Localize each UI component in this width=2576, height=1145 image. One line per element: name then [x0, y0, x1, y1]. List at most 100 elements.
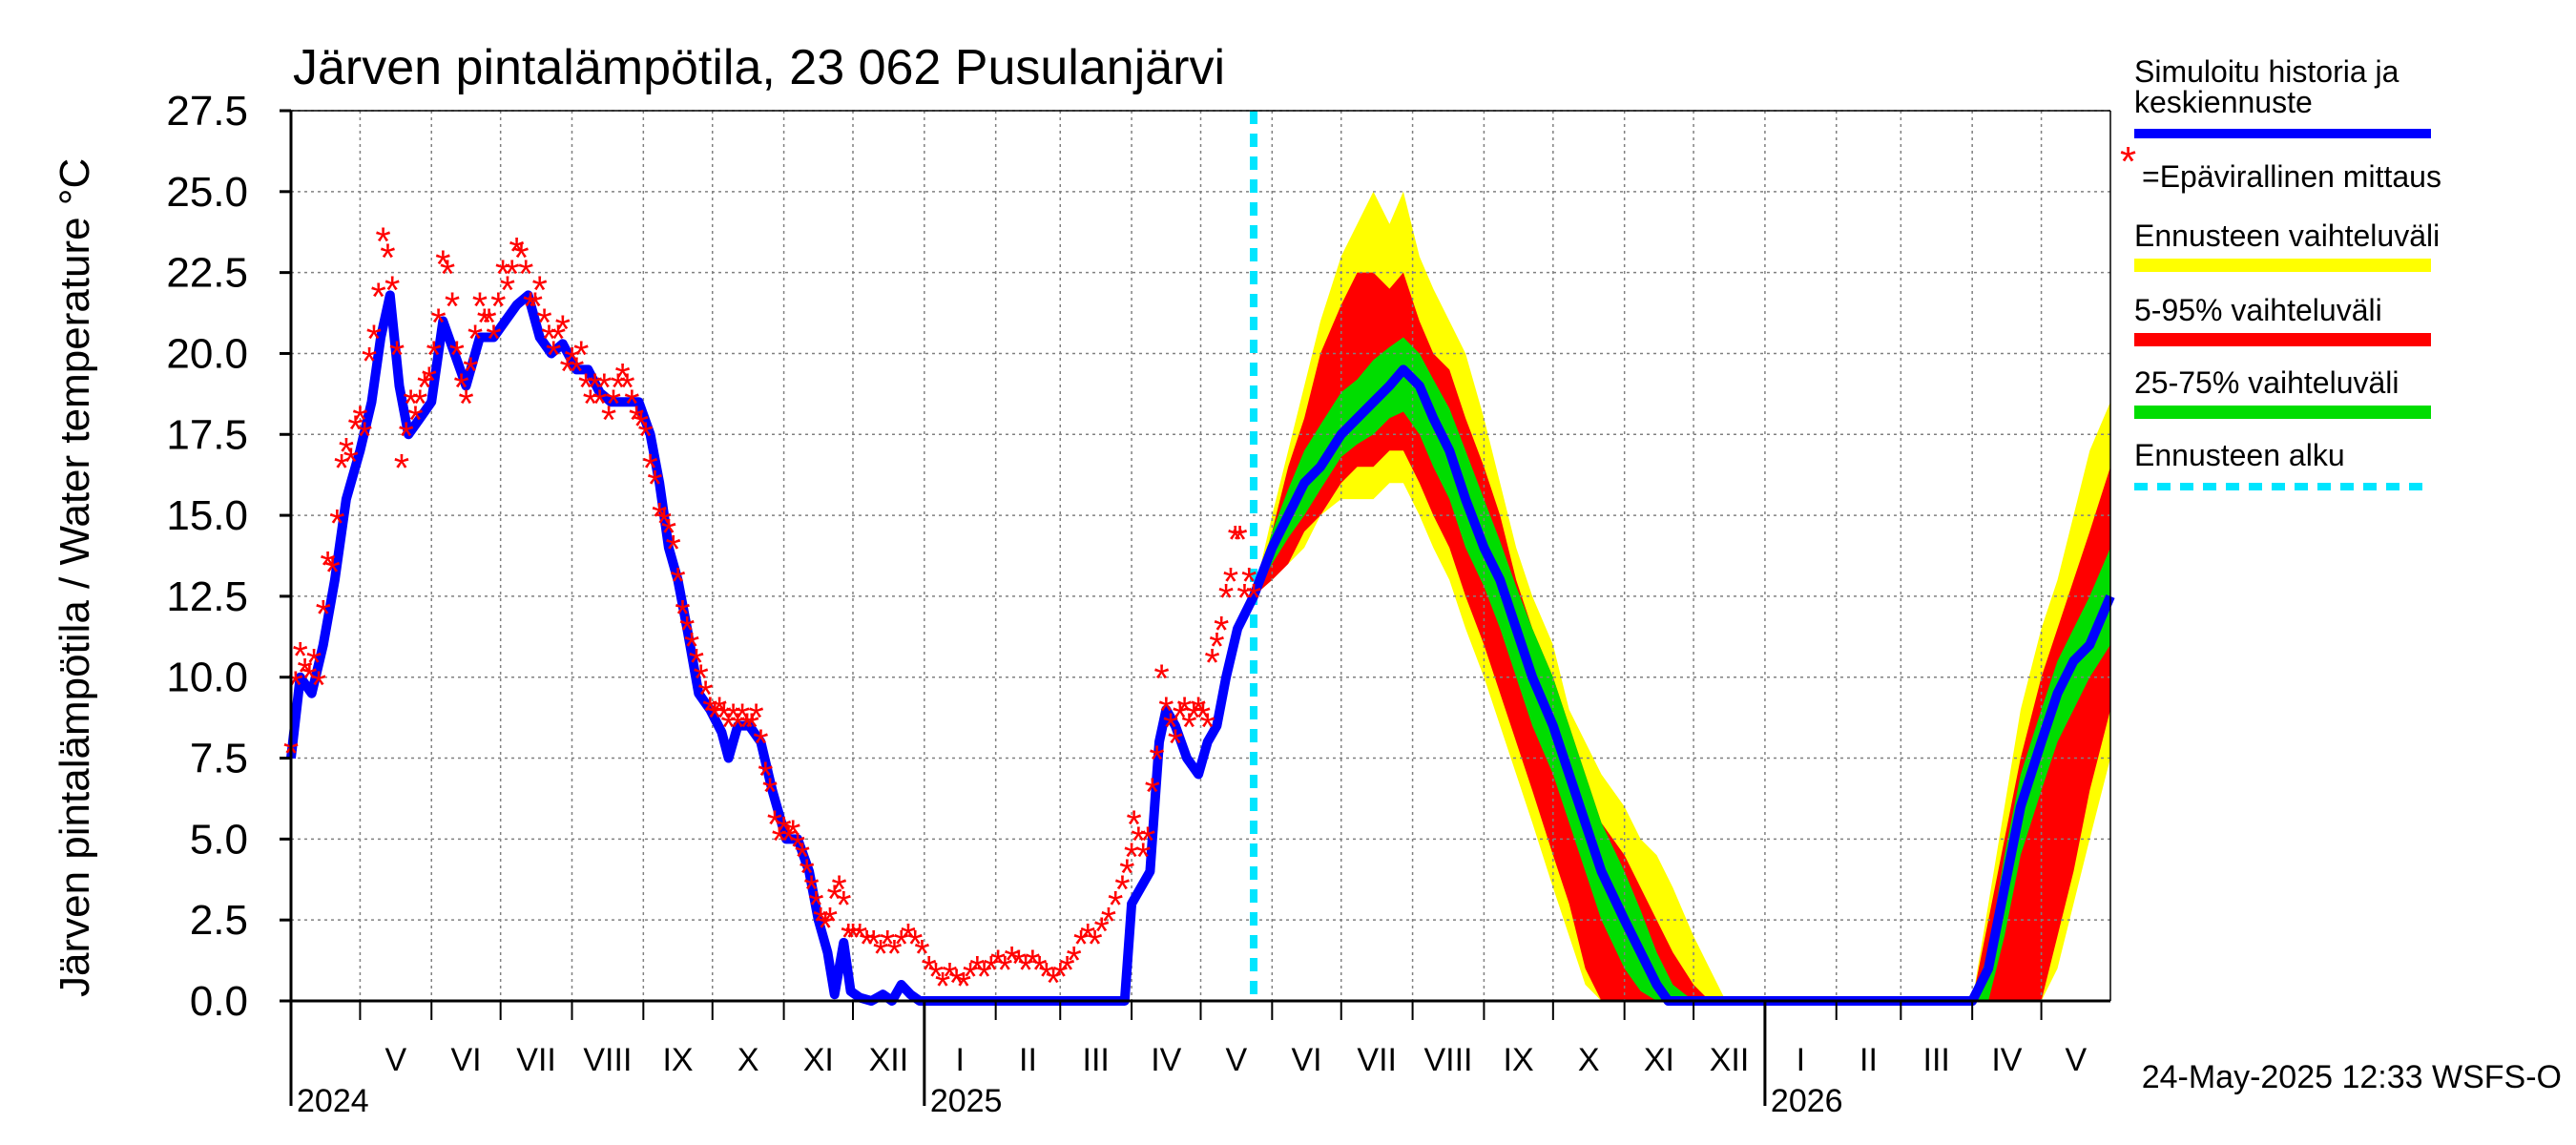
measurement-point: * [1223, 559, 1238, 604]
measurement-point: * [675, 592, 690, 636]
measurement-point: * [1246, 575, 1261, 620]
y-tick-label: 20.0 [166, 330, 248, 377]
measurement-point: * [739, 705, 755, 750]
measurement-point: * [1145, 770, 1160, 815]
year-label: 2024 [297, 1083, 369, 1119]
measurement-point: * [942, 954, 957, 999]
measurement-point: * [583, 381, 598, 426]
measurement-point: * [652, 494, 667, 539]
legend: Simuloitu historia ja keskiennuste * =Ep… [2120, 54, 2441, 490]
axes [280, 109, 2111, 1106]
measurement-point: * [606, 381, 621, 426]
measurement-point: * [866, 922, 882, 967]
month-label: II [1019, 1042, 1037, 1078]
measurement-point: * [399, 413, 414, 458]
measurement-point: * [813, 899, 828, 944]
history-forecast-line [286, 290, 2115, 1006]
measurement-point: * [324, 550, 340, 594]
y-tick-label: 25.0 [166, 169, 248, 216]
legend-range-full-label: Ennusteen vaihteluväli [2134, 219, 2440, 253]
y-tick-label: 12.5 [166, 573, 248, 620]
measurement-point: * [969, 947, 985, 992]
axis-tick-labels: 0.0 2.5 5.0 7.5 10.0 12.5 15.0 17.5 20.0 22.5 25.0… [166, 88, 2087, 1119]
measurement-point: * [1209, 624, 1224, 669]
measurement-point: * [1214, 608, 1229, 653]
month-label: VI [450, 1042, 481, 1078]
measurement-point: * [578, 364, 593, 409]
measurement-point: * [486, 317, 501, 362]
measurement-point: * [762, 770, 778, 815]
legend-history-label-line2: keskiennuste [2134, 85, 2313, 119]
measurement-point: * [573, 333, 589, 378]
y-tick-label: 22.5 [166, 250, 248, 297]
band-5-95 [1254, 272, 2110, 1002]
measurement-point: * [1073, 922, 1089, 967]
measurement-point: * [518, 252, 533, 297]
measurement-point: * [407, 397, 423, 442]
measurement-point: * [634, 404, 649, 448]
measurement-point: * [758, 754, 773, 799]
measurement-point: * [1204, 640, 1219, 685]
measurement-point: * [638, 413, 654, 458]
y-tick-label: 5.0 [190, 816, 248, 863]
measurement-point: * [822, 899, 838, 944]
measurement-point: * [477, 301, 492, 345]
measurement-point: * [301, 656, 317, 701]
year-label: 2026 [1771, 1083, 1843, 1119]
measurement-point: * [956, 964, 971, 1009]
measurement-point: * [873, 931, 888, 976]
measurement-point: * [551, 317, 566, 362]
measurement-point: * [1124, 834, 1139, 879]
y-tick-label: 2.5 [190, 897, 248, 944]
month-label: XII [1710, 1042, 1750, 1078]
y-tick-label: 15.0 [166, 492, 248, 539]
month-label: XI [803, 1042, 834, 1078]
measurement-point: * [1126, 802, 1141, 846]
measurement-point: * [339, 429, 354, 474]
month-label: IX [662, 1042, 693, 1078]
measurement-point: * [841, 915, 856, 960]
measurement-point: * [661, 510, 676, 555]
measurement-point: * [1018, 947, 1033, 992]
measurement-point: * [1191, 689, 1206, 734]
legend-forecast-start-label: Ennusteen alku [2134, 438, 2345, 472]
measurement-point: * [1101, 899, 1116, 944]
month-label: VII [1357, 1042, 1397, 1078]
measurement-point: * [689, 640, 704, 685]
measurement-point: * [297, 650, 312, 695]
measurement-point: * [894, 922, 909, 967]
measurement-point: * [859, 922, 874, 967]
measurement-point: * [592, 381, 607, 426]
measurement-point: * [1241, 559, 1257, 604]
measurement-point: * [702, 689, 717, 734]
measurement-point: * [426, 333, 442, 378]
measurement-point: * [997, 947, 1012, 992]
measurement-point: * [1059, 947, 1074, 992]
measurement-point: * [1228, 517, 1243, 562]
month-label: VIII [1423, 1042, 1472, 1078]
measurement-point: * [1080, 915, 1095, 960]
measurement-point: * [366, 317, 382, 362]
measurement-point: * [523, 284, 538, 329]
measurement-markers: ****************************************… [283, 219, 1261, 1009]
measurement-point: * [435, 242, 450, 287]
measurement-point: * [697, 673, 713, 718]
measurement-point: * [785, 812, 800, 857]
month-label: I [1797, 1042, 1805, 1078]
measurement-point: * [1158, 689, 1174, 734]
measurement-point: * [453, 364, 468, 409]
measurement-point: * [532, 268, 548, 313]
measurement-point: * [1039, 954, 1054, 999]
legend-range-5-95-label: 5-95% vaihteluväli [2134, 293, 2382, 327]
measurement-point: * [1232, 517, 1247, 562]
footer-timestamp: 24-May-2025 12:33 WSFS-O [2142, 1059, 2562, 1095]
measurement-point: * [467, 317, 483, 362]
measurement-point: * [380, 236, 395, 281]
measurement-point: * [886, 931, 902, 976]
measurement-point: * [1186, 695, 1201, 739]
month-label: V [2065, 1042, 2087, 1078]
month-label: VIII [583, 1042, 632, 1078]
month-label: XI [1644, 1042, 1674, 1078]
measurement-point: * [1200, 705, 1215, 750]
measurement-point: * [1094, 908, 1110, 953]
